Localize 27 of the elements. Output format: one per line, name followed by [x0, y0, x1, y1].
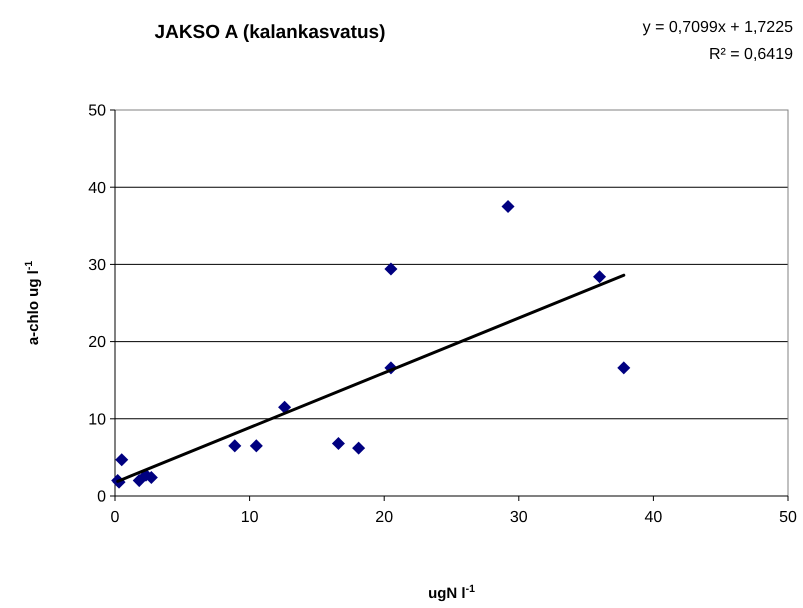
point [332, 436, 345, 450]
text: R² = 0,6419 [708, 46, 794, 63]
text: y = 0,7099x + 1,7225 [642, 19, 794, 36]
y-tick-label: 40 [88, 180, 106, 197]
x-tick-label: 50 [779, 509, 797, 526]
x-tick-label: 0 [110, 509, 120, 526]
x-axis-title: ugN l$^{-1}$ [428, 583, 476, 602]
x-tick-label: 10 [240, 509, 259, 526]
point [617, 361, 630, 374]
point [250, 439, 263, 452]
y-tick-label: 10 [88, 411, 106, 428]
point [384, 262, 398, 276]
point [278, 400, 292, 414]
y-tick-label: 50 [88, 102, 106, 120]
point [593, 270, 606, 284]
point [228, 439, 242, 452]
x-tick-label: 20 [375, 509, 394, 526]
y-tick-label: 0 [97, 488, 106, 506]
y-tick-label: 20 [88, 334, 106, 352]
x-tick-label: 30 [510, 509, 528, 526]
point [352, 442, 366, 455]
point [132, 474, 146, 488]
point [115, 453, 128, 466]
x-tick-label: 40 [644, 509, 662, 526]
point [502, 200, 515, 214]
y-tick-label: 30 [88, 257, 106, 274]
chart-title: JAKSO A (kalankasvatus) [154, 22, 386, 43]
